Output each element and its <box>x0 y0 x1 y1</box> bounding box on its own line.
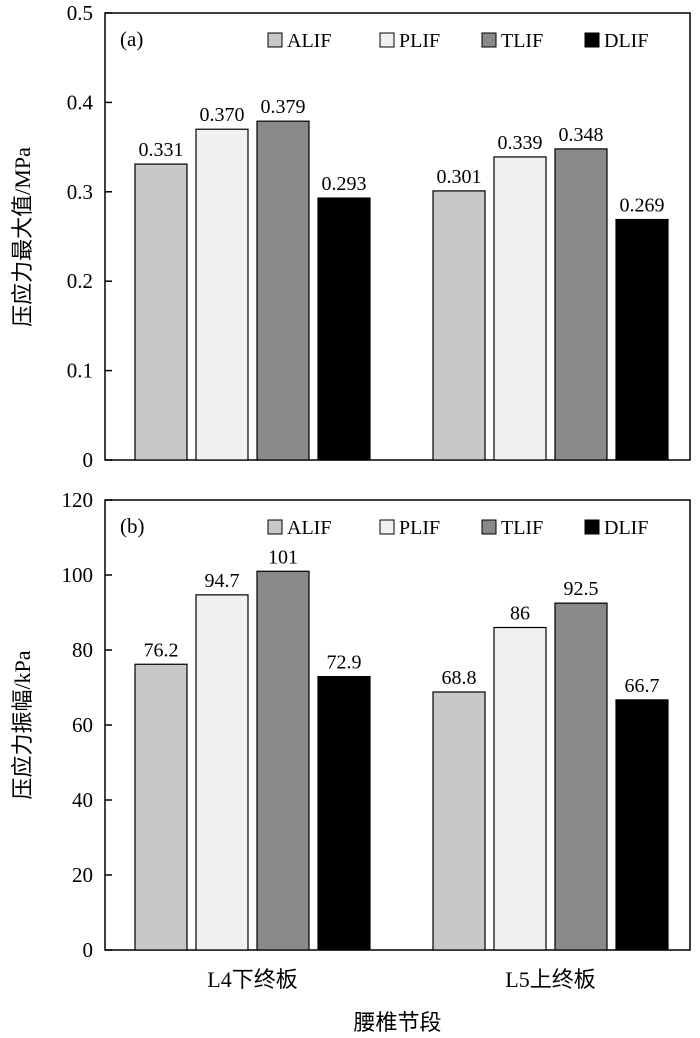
panel-b-data-label: 68.8 <box>442 667 477 689</box>
panel-a-bar-dlif-1 <box>317 197 371 461</box>
panel-a-legend-swatch-tlif <box>481 32 497 48</box>
panel-a-data-label: 0.339 <box>498 132 543 154</box>
panel-b-y-tick-label: 0 <box>83 938 94 962</box>
panel-b-legend-label-plif: PLIF <box>399 517 440 539</box>
panel-b-y-axis-label: 压应力振幅/kPa <box>10 650 35 799</box>
panel-a-y-tick-label: 0.5 <box>67 1 93 25</box>
panel-b-legend-swatch-dlif <box>584 519 600 535</box>
panel-b-bar-tlif-2 <box>554 602 608 951</box>
panel-b-data-label: 101 <box>268 546 298 568</box>
panel-b-bar-dlif-1 <box>317 676 371 951</box>
panel-b-data-label: 92.5 <box>564 578 599 600</box>
x-category-label: L4下终板 <box>207 967 297 992</box>
panel-b-y-tick-label: 60 <box>72 713 93 737</box>
panel-b-y-tick-label: 20 <box>72 863 93 887</box>
panel-b-data-label: 66.7 <box>625 675 660 697</box>
panel-b-bar-plif-2 <box>493 626 547 951</box>
panel-b-y-tick-label: 40 <box>72 788 93 812</box>
panel-a-y-tick-label: 0.1 <box>67 359 93 383</box>
x-axis-label: 腰椎节段 <box>353 1010 441 1035</box>
panel-a-data-label: 0.348 <box>559 124 604 146</box>
panel-b-bar-tlif-1 <box>256 570 310 951</box>
panel-a-y-tick-label: 0.3 <box>67 180 93 204</box>
panel-b-legend-swatch-tlif <box>481 519 497 535</box>
panel-a-y-axis-label: 压应力最大值/MPa <box>10 147 35 327</box>
panel-b-bar-dlif-2 <box>615 699 669 951</box>
panel-b-data-label: 94.7 <box>205 570 240 592</box>
panel-a-data-label: 0.269 <box>620 195 665 217</box>
panel-a-legend-label-dlif: DLIF <box>604 30 648 52</box>
panel-a-data-label: 0.331 <box>139 139 184 161</box>
panel-a-legend-label-plif: PLIF <box>399 30 440 52</box>
panel-a-legend-label-tlif: TLIF <box>501 30 543 52</box>
panel-a-y-tick-label: 0.4 <box>67 90 94 114</box>
panel-b-data-label: 86 <box>510 603 530 625</box>
panel-a-legend-swatch-plif <box>379 32 395 48</box>
panel-a-tag: (a) <box>120 27 143 51</box>
panel-a-data-label: 0.379 <box>261 96 306 118</box>
panel-a-data-label: 0.293 <box>322 173 367 195</box>
panel-a-legend-label-alif: ALIF <box>287 30 331 52</box>
panel-a-y-tick-label: 0.2 <box>67 269 93 293</box>
panel-b-bar-alif-1 <box>134 663 188 951</box>
panel-a-data-label: 0.370 <box>200 104 245 126</box>
panel-b-bar-alif-2 <box>432 691 486 951</box>
panel-b-y-tick-label: 80 <box>72 638 93 662</box>
panel-a-bar-alif-1 <box>134 163 188 461</box>
panel-b-legend-swatch-plif <box>379 519 395 535</box>
panel-a-bar-alif-2 <box>432 190 486 461</box>
panel-b-legend-label-tlif: TLIF <box>501 517 543 539</box>
panel-b-legend-swatch-alif <box>267 519 283 535</box>
x-category-label: L5上终板 <box>505 967 595 992</box>
panel-b-y-tick-label: 120 <box>62 488 94 512</box>
panel-b-tag: (b) <box>120 514 145 538</box>
panel-b-legend-label-dlif: DLIF <box>604 517 648 539</box>
panel-a-plot-frame <box>104 12 691 461</box>
panel-a-y-tick-label: 0 <box>83 448 94 472</box>
panel-b-data-label: 72.9 <box>327 652 362 674</box>
panel-b-bar-plif-1 <box>195 594 249 951</box>
panel-b-data-label: 76.2 <box>144 639 179 661</box>
panel-a-legend-swatch-alif <box>267 32 283 48</box>
panel-a-bar-tlif-1 <box>256 120 310 461</box>
panel-a-bar-plif-1 <box>195 128 249 461</box>
panel-a-data-label: 0.301 <box>437 166 482 188</box>
panel-a-bar-plif-2 <box>493 156 547 461</box>
panel-a-bar-dlif-2 <box>615 218 669 461</box>
panel-a-legend-swatch-dlif <box>584 32 600 48</box>
panel-b-legend-label-alif: ALIF <box>287 517 331 539</box>
panel-a-bar-tlif-2 <box>554 148 608 461</box>
panel-b-y-tick-label: 100 <box>62 563 94 587</box>
